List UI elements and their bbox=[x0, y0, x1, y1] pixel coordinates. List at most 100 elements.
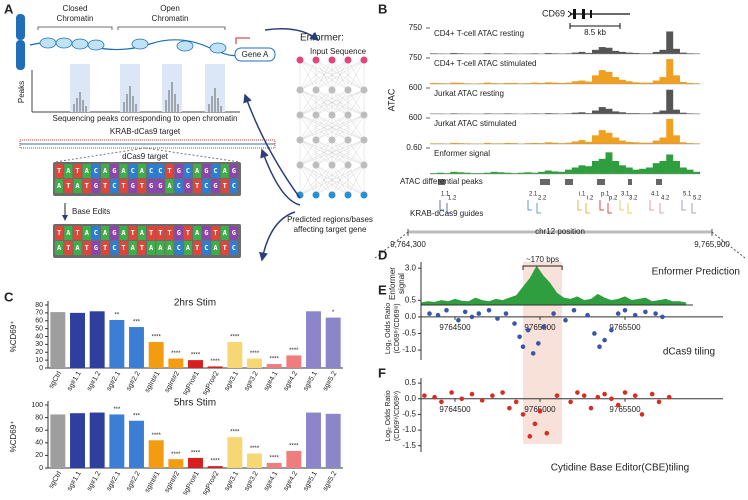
point bbox=[615, 311, 621, 316]
x-tick-label: sg#3.2 bbox=[243, 370, 260, 392]
track-bar bbox=[457, 172, 464, 174]
base bbox=[119, 164, 128, 178]
bar bbox=[89, 311, 105, 368]
bar bbox=[306, 311, 321, 368]
point bbox=[530, 351, 536, 356]
model-output: Predicted regions/bases bbox=[287, 215, 373, 224]
nucleosome bbox=[39, 37, 57, 49]
point bbox=[653, 311, 658, 316]
track-bar bbox=[639, 82, 647, 84]
chart-title: 2hrs Stim bbox=[174, 298, 216, 309]
track-bar bbox=[490, 83, 498, 84]
track-bar bbox=[450, 113, 458, 114]
base bbox=[110, 164, 119, 178]
track-bar bbox=[497, 83, 505, 84]
point bbox=[639, 412, 645, 417]
point bbox=[537, 409, 543, 414]
y-tick-label: 0.60 bbox=[406, 143, 422, 152]
track-bar bbox=[652, 112, 660, 114]
base bbox=[110, 179, 119, 193]
bar bbox=[70, 413, 85, 468]
x-tick-label: sg#5.2 bbox=[322, 370, 339, 392]
point bbox=[444, 307, 449, 313]
significance: **** bbox=[230, 430, 240, 436]
edge bbox=[347, 139, 365, 166]
x-tick-label: 9764500 bbox=[439, 405, 471, 414]
base bbox=[82, 179, 91, 193]
bar bbox=[286, 450, 302, 468]
guide-label: p.2 bbox=[609, 196, 618, 202]
track-bar bbox=[646, 167, 653, 174]
track-bar bbox=[551, 53, 559, 54]
track-bar bbox=[484, 53, 491, 54]
chart-title: Cytidine Base Editor(CBE)tiling bbox=[551, 463, 689, 474]
significance: *** bbox=[113, 407, 121, 413]
x-tick-label: 9,765,900 bbox=[694, 240, 730, 249]
edge bbox=[347, 164, 365, 196]
track-bar bbox=[592, 110, 599, 114]
track-bar bbox=[430, 173, 437, 174]
track-bar bbox=[565, 82, 572, 84]
edge bbox=[299, 89, 317, 116]
track-bar bbox=[457, 82, 464, 84]
point bbox=[495, 316, 500, 321]
base bbox=[193, 164, 202, 178]
x-tick-label: sg#4.1 bbox=[263, 470, 280, 492]
edge bbox=[299, 139, 365, 166]
track-bar bbox=[612, 77, 620, 84]
x-tick-label: 9765000 bbox=[524, 323, 556, 332]
base bbox=[110, 226, 119, 240]
panel-label: F bbox=[378, 365, 386, 380]
point bbox=[575, 390, 580, 395]
y-tick-label: 600 bbox=[409, 83, 423, 92]
track-label: Jurkat ATAC resting bbox=[434, 89, 504, 98]
annotation: ~170 bps bbox=[526, 255, 559, 264]
track-bar bbox=[625, 81, 633, 84]
zoom bbox=[374, 231, 746, 259]
track-bar bbox=[571, 81, 579, 84]
base bbox=[73, 164, 82, 178]
y-tick-label: 0.0 bbox=[405, 394, 417, 403]
model-input: Input Sequence bbox=[310, 47, 367, 56]
node bbox=[360, 56, 368, 64]
base bbox=[229, 226, 238, 240]
y-axis-label: %CD69⁺ bbox=[9, 321, 18, 353]
nucleosome bbox=[55, 37, 73, 49]
base bbox=[55, 179, 64, 193]
signal-area bbox=[421, 265, 687, 305]
y-tick-label: 80 bbox=[35, 302, 43, 309]
guide-label: 1.1 bbox=[441, 192, 450, 198]
y-axis-label: Enformer bbox=[388, 267, 397, 300]
base bbox=[128, 164, 137, 178]
base-edits-label: Base Edits bbox=[72, 207, 110, 216]
bar bbox=[89, 412, 105, 468]
track-bar bbox=[578, 51, 586, 54]
edge bbox=[299, 139, 349, 166]
base bbox=[101, 164, 110, 178]
gene-label: Gene A bbox=[242, 50, 269, 59]
guide-label: 3.2 bbox=[629, 196, 638, 202]
y-tick-label: 20 bbox=[35, 349, 43, 356]
x-tick-label: sg#3.1 bbox=[224, 370, 241, 392]
arrow bbox=[264, 28, 320, 41]
edge bbox=[331, 89, 365, 116]
bar bbox=[168, 459, 184, 468]
bar bbox=[325, 413, 341, 468]
track-bar bbox=[659, 77, 667, 84]
base bbox=[156, 179, 165, 193]
guide-label: i.1 bbox=[579, 192, 586, 198]
point bbox=[551, 311, 556, 316]
peaks-caption: Sequencing peaks corresponding to open c… bbox=[52, 114, 237, 123]
base bbox=[220, 241, 229, 255]
guide-mark bbox=[577, 200, 582, 211]
track-bar bbox=[558, 82, 566, 84]
track-bar bbox=[484, 82, 491, 84]
edge bbox=[299, 89, 365, 116]
track-bar bbox=[666, 59, 674, 84]
edge bbox=[299, 59, 349, 91]
base bbox=[128, 226, 137, 240]
node bbox=[328, 56, 336, 64]
base bbox=[82, 164, 91, 178]
point bbox=[602, 337, 607, 343]
y-tick-label: 60 bbox=[35, 427, 43, 434]
